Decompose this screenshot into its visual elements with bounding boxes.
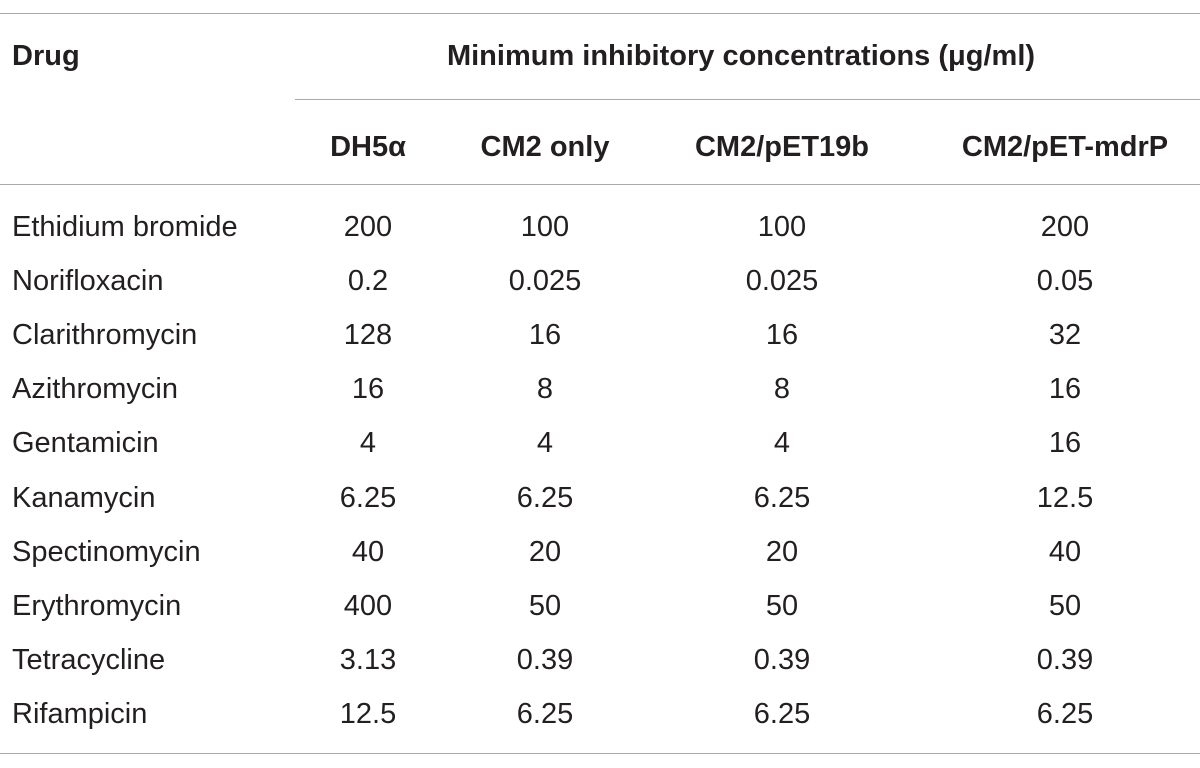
mic-value: 0.025 (508, 265, 582, 298)
mic-value: 0.39 (516, 643, 574, 676)
mic-value: 12.5 (339, 697, 397, 730)
mic-value: 6.25 (516, 697, 574, 730)
mic-value: 0.2 (347, 265, 389, 298)
table-row: Ethidium bromide 200 100 100 200 (0, 210, 1200, 264)
mic-value: 128 (343, 319, 393, 352)
drug-name: Rifampicin (12, 697, 148, 730)
mic-value: 0.025 (745, 265, 819, 298)
mic-value: 40 (351, 535, 385, 568)
mic-value: 8 (773, 373, 791, 406)
mic-value: 16 (1048, 373, 1082, 406)
drug-name: Kanamycin (12, 481, 156, 514)
mic-value: 0.05 (1036, 265, 1094, 298)
header-bottom-rule (0, 184, 1200, 185)
drug-name: Tetracycline (12, 643, 166, 676)
drug-name: Spectinomycin (12, 535, 201, 568)
column-header-cm2-pet19b: CM2/pET19b (694, 131, 870, 163)
table-row: Norifloxacin 0.2 0.025 0.025 0.05 (0, 264, 1200, 318)
drug-name: Norifloxacin (12, 265, 164, 298)
mic-value: 20 (765, 535, 799, 568)
mic-value: 0.39 (753, 643, 811, 676)
header-drug: Drug (12, 40, 80, 72)
header-subrule (295, 99, 1200, 100)
mic-value: 16 (528, 319, 562, 352)
mic-value: 6.25 (1036, 697, 1094, 730)
table-row: Erythromycin 400 50 50 50 (0, 589, 1200, 643)
column-header-cm2-pet-mdrp: CM2/pET-mdrP (961, 131, 1169, 163)
mic-value: 16 (765, 319, 799, 352)
table-row: Azithromycin 16 8 8 16 (0, 372, 1200, 426)
mic-value: 40 (1048, 535, 1082, 568)
column-header-dh5a: DH5α (330, 131, 406, 163)
table-row: Tetracycline 3.13 0.39 0.39 0.39 (0, 643, 1200, 697)
drug-name: Gentamicin (12, 427, 159, 460)
mic-value: 4 (773, 427, 791, 460)
mic-value: 3.13 (339, 643, 397, 676)
mic-value: 200 (343, 211, 393, 243)
mic-value: 4 (359, 427, 377, 460)
mic-value: 12.5 (1036, 481, 1094, 514)
table-row: Kanamycin 6.25 6.25 6.25 12.5 (0, 481, 1200, 535)
table-row: Gentamicin 4 4 4 16 (0, 426, 1200, 480)
mic-value: 6.25 (753, 481, 811, 514)
table-top-rule (0, 13, 1200, 14)
mic-value: 20 (528, 535, 562, 568)
mic-value: 50 (528, 589, 562, 622)
column-header-cm2-only: CM2 only (480, 131, 610, 163)
table-row: Spectinomycin 40 20 20 40 (0, 535, 1200, 589)
mic-value: 400 (343, 589, 393, 622)
drug-name: Azithromycin (12, 373, 178, 406)
mic-value: 100 (520, 211, 570, 243)
drug-name: Ethidium bromide (12, 211, 238, 243)
mic-value: 8 (536, 373, 554, 406)
mic-value: 6.25 (339, 481, 397, 514)
drug-name: Clarithromycin (12, 319, 198, 352)
mic-value: 16 (1048, 427, 1082, 460)
mic-value: 6.25 (753, 697, 811, 730)
mic-value: 100 (757, 211, 807, 243)
mic-value: 6.25 (516, 481, 574, 514)
mic-value: 50 (1048, 589, 1082, 622)
mic-value: 0.39 (1036, 643, 1094, 676)
mic-value: 200 (1040, 211, 1090, 243)
header-mic-span: Minimum inhibitory concentrations (μg/ml… (446, 40, 1036, 72)
mic-value: 32 (1048, 319, 1082, 352)
mic-value: 4 (536, 427, 554, 460)
mic-value: 16 (351, 373, 385, 406)
table-row: Clarithromycin 128 16 16 32 (0, 318, 1200, 372)
drug-name: Erythromycin (12, 589, 182, 622)
table-bottom-rule (0, 753, 1200, 754)
table-row: Rifampicin 12.5 6.25 6.25 6.25 (0, 697, 1200, 751)
mic-value: 50 (765, 589, 799, 622)
